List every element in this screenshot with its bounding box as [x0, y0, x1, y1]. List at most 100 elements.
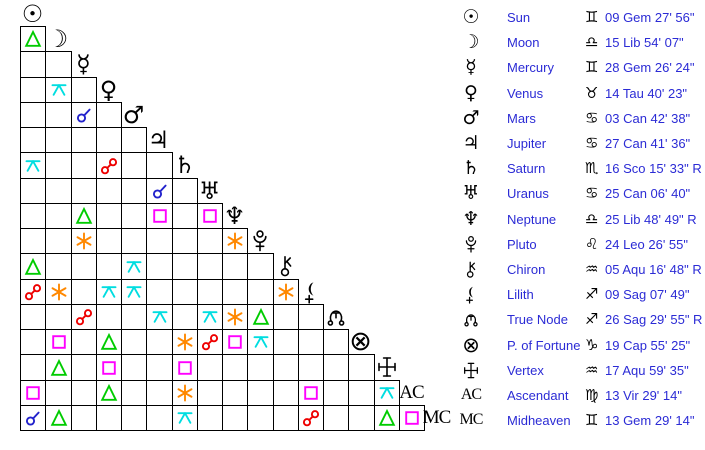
aspect-cell-midheaven-sun [20, 405, 46, 431]
p-of-fortune-glyph-icon: ⊗ [349, 326, 372, 357]
neptune-sign-icon: ♎ [585, 210, 599, 228]
aspect-cell-chiron-sun [20, 253, 46, 280]
quincunx-icon [175, 408, 195, 428]
aspect-cell-true-node-pluto [247, 304, 274, 330]
aspect-cell-saturn-moon [45, 152, 72, 179]
aspect-cell-pluto-mercury [71, 228, 97, 254]
aspect-cell-lilith-mars [121, 279, 147, 305]
jupiter-sign-icon: ♋ [585, 134, 599, 152]
aspect-cell-pluto-moon [45, 228, 72, 254]
planet-position: 26 Sag 29' 55" R [605, 311, 703, 327]
planet-name: Vertex [507, 362, 544, 378]
quincunx-icon [99, 282, 119, 302]
aspect-cell-midheaven-jupiter [146, 405, 173, 431]
planet-name: Mercury [507, 59, 554, 75]
jupiter-glyph-icon: ♃ [462, 131, 480, 154]
planet-position: 24 Leo 26' 55" [605, 236, 689, 252]
planet-position: 13 Vir 29' 14" [605, 387, 682, 403]
aspect-cell-p-of-fortune-neptune [222, 329, 248, 355]
sextile-icon [175, 332, 195, 352]
neptune-glyph-icon: ♆ [223, 201, 246, 230]
opposition-icon [200, 332, 220, 352]
aspect-cell-lilith-chiron [273, 279, 299, 305]
aspect-cell-saturn-mercury [71, 152, 97, 179]
mercury-sign-icon: ♊ [585, 58, 599, 76]
aspect-cell-p-of-fortune-sun [20, 329, 46, 355]
aspect-cell-p-of-fortune-true-node [323, 329, 349, 355]
legend-row-mars: ♂ Mars ♋ 03 Can 42' 38" [452, 105, 703, 131]
midheaven-glyph-icon: MC [459, 411, 484, 428]
aspect-cell-pluto-saturn [172, 228, 198, 254]
aspect-cell-midheaven-moon [45, 405, 72, 431]
aspect-cell-midheaven-pluto [247, 405, 274, 431]
aspect-cell-ascendant-lilith [298, 380, 324, 406]
planet-position: 09 Sag 07' 49" [605, 286, 690, 302]
aspect-cell-midheaven-lilith [298, 405, 324, 431]
planet-position: 19 Cap 55' 25" [605, 337, 691, 353]
quincunx-icon [124, 282, 144, 302]
aspect-cell-chiron-mars [121, 253, 147, 280]
mars-glyph-icon: ♂ [122, 100, 145, 129]
aspect-cell-midheaven-venus [96, 405, 122, 431]
aspect-cell-true-node-jupiter [146, 304, 173, 330]
aspect-cell-ascendant-true-node [323, 380, 349, 406]
legend-row-uranus: ♅ Uranus ♋ 25 Can 06' 40" [452, 180, 703, 206]
aspect-cell-lilith-uranus [197, 279, 223, 305]
planet-position: 03 Can 42' 38" [605, 110, 691, 126]
sextile-icon [49, 282, 69, 302]
sextile-icon [276, 282, 296, 302]
aspect-cell-p-of-fortune-pluto [247, 329, 274, 355]
aspect-cell-chiron-uranus [197, 253, 223, 280]
legend-row-mercury: ☿ Mercury ♊ 28 Gem 26' 24" [452, 54, 703, 80]
aspect-cell-uranus-venus [96, 178, 122, 204]
chiron-sign-icon: ♒ [585, 260, 599, 278]
aspect-cell-true-node-sun [20, 304, 46, 330]
legend-row-neptune: ♆ Neptune ♎ 25 Lib 48' 49" R [452, 206, 703, 232]
square-icon [99, 358, 119, 378]
square-icon [200, 206, 220, 226]
aspect-cell-pluto-mars [121, 228, 147, 254]
chiron-glyph-icon [458, 260, 484, 279]
aspect-cell-midheaven-saturn [172, 405, 198, 431]
aspect-cell-vertex-mercury [71, 354, 97, 381]
aspect-cell-pluto-sun [20, 228, 46, 254]
aspect-cell-jupiter-mercury [71, 127, 97, 153]
aspect-cell-venus-sun [20, 77, 46, 103]
aspect-cell-pluto-uranus [197, 228, 223, 254]
aspect-cell-uranus-moon [45, 178, 72, 204]
aspect-cell-vertex-pluto [247, 354, 274, 381]
legend-row-vertex: Vertex ♒ 17 Aqu 59' 35" [452, 357, 703, 383]
aspect-cell-saturn-venus [96, 152, 122, 179]
aspect-cell-ascendant-chiron [273, 380, 299, 406]
legend-row-chiron: Chiron ♒ 05 Aqu 16' 48" R [452, 256, 703, 282]
true-node-glyph-icon [323, 304, 348, 329]
aspect-cell-lilith-sun [20, 279, 46, 305]
planet-position: 09 Gem 27' 56" [605, 9, 695, 25]
square-icon [301, 383, 321, 403]
aspect-cell-chiron-mercury [71, 253, 97, 280]
aspect-cell-vertex-p-of-fortune [348, 354, 375, 381]
true-node-sign-icon: ♐ [585, 310, 599, 328]
mars-sign-icon: ♋ [585, 109, 599, 127]
opposition-icon [23, 282, 43, 302]
aspect-cell-p-of-fortune-jupiter [146, 329, 173, 355]
aspect-cell-neptune-venus [96, 203, 122, 229]
saturn-sign-icon: ♏ [585, 159, 599, 177]
trine-icon [99, 383, 119, 403]
conjunction-icon [150, 181, 170, 201]
square-icon [225, 332, 245, 352]
opposition-icon [99, 156, 119, 176]
aspect-cell-ascendant-moon [45, 380, 72, 406]
jupiter-glyph-icon: ♃ [147, 125, 170, 154]
planet-name: Ascendant [507, 387, 569, 403]
legend-row-ascendant: AC Ascendant ♍ 13 Vir 29' 14" [452, 382, 703, 408]
moon-sign-icon: ♎ [585, 33, 599, 51]
aspect-cell-ascendant-mercury [71, 380, 97, 406]
aspect-cell-neptune-jupiter [146, 203, 173, 229]
mercury-glyph-icon: ☿ [465, 55, 477, 78]
aspect-cell-ascendant-jupiter [146, 380, 173, 406]
aspect-cell-uranus-mercury [71, 178, 97, 204]
uranus-glyph-icon: ♅ [198, 176, 221, 205]
square-icon [175, 358, 195, 378]
pluto-glyph-icon [458, 235, 484, 254]
